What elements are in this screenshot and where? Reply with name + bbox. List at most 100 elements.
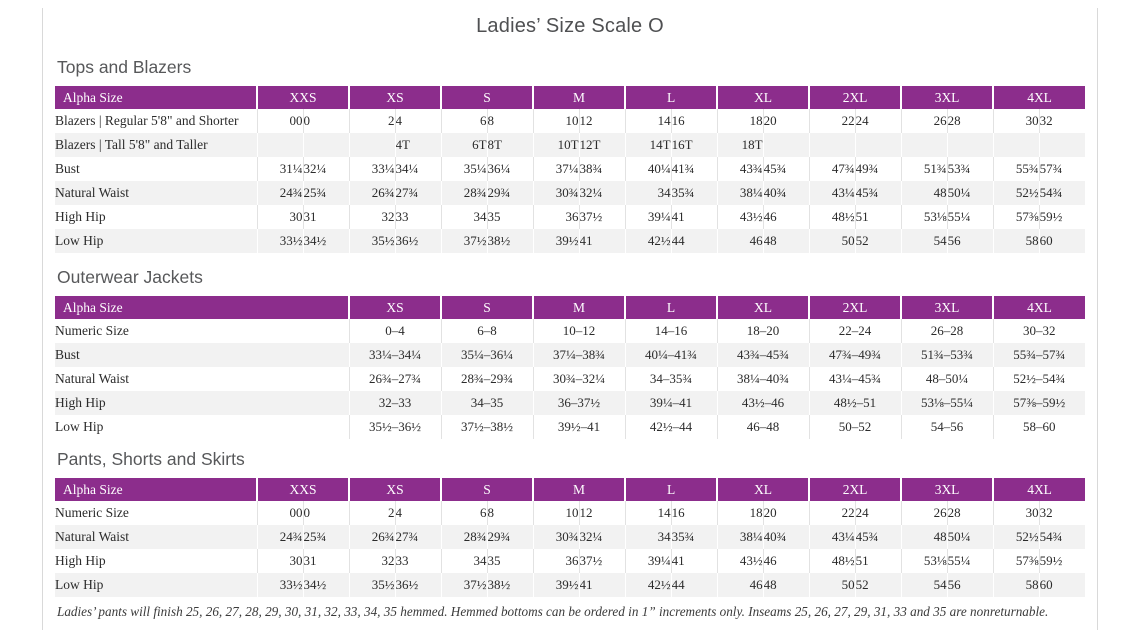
size-cell: 27¾ bbox=[394, 525, 442, 549]
size-header-xxs: XXS bbox=[255, 86, 350, 109]
size-cell: 30 bbox=[992, 501, 1040, 525]
table-row-low-hip: Low Hip 35½–36½ 37½–38½ 39½–41 42½–44 46–48 50… bbox=[55, 415, 1085, 439]
size-header-4xl: 4XL bbox=[992, 86, 1086, 109]
size-cell: 30 bbox=[256, 205, 303, 229]
row-label: Numeric Size bbox=[55, 323, 129, 338]
size-cell: 35½ bbox=[348, 229, 396, 253]
size-cell: 8 bbox=[486, 109, 534, 133]
size-cell: 38¼ bbox=[716, 181, 764, 205]
size-cell: 46 bbox=[716, 229, 764, 253]
size-cell: 26 bbox=[900, 109, 948, 133]
size-cell: 34 bbox=[440, 205, 488, 229]
size-header-m: M bbox=[532, 86, 626, 109]
size-cell: 26¾ bbox=[348, 181, 396, 205]
size-cell: 44 bbox=[670, 229, 718, 253]
size-cell: 47¾ bbox=[808, 157, 856, 181]
size-cell: 48 bbox=[900, 181, 948, 205]
size-cell: 40¼ bbox=[624, 157, 672, 181]
size-cell: 43¼ bbox=[808, 181, 856, 205]
section-heading: Outerwear Jackets bbox=[57, 267, 203, 287]
header-row: Alpha Size XXS XS S M L XL 2XL 3XL 4XL bbox=[55, 86, 1086, 109]
size-cell: 58–60 bbox=[992, 415, 1085, 439]
size-cell: 18 bbox=[716, 109, 764, 133]
size-cell: 57⅜ bbox=[992, 205, 1040, 229]
alpha-size-header: Alpha Size bbox=[55, 478, 257, 501]
size-cell: 32 bbox=[1038, 501, 1086, 525]
size-cell: 33¼–34¼ bbox=[348, 343, 441, 367]
size-cell: 4 bbox=[394, 109, 442, 133]
size-cell: 48½ bbox=[808, 549, 856, 573]
size-cell: 30¾ bbox=[532, 525, 580, 549]
size-cell: 34 bbox=[624, 181, 672, 205]
size-cell bbox=[302, 133, 350, 157]
size-cell: 30 bbox=[992, 109, 1040, 133]
size-cell: 50 bbox=[808, 573, 856, 597]
size-cell: 39½ bbox=[532, 229, 580, 253]
size-cell: 59½ bbox=[1038, 549, 1086, 573]
size-cell: 35 bbox=[486, 549, 534, 573]
table-row-natural-waist: Natural Waist 26¾–27¾ 28¾–29¾ 30¾–32¼ 34–35¾… bbox=[55, 367, 1085, 391]
size-header-3xl: 3XL bbox=[900, 86, 994, 109]
size-cell: 45¾ bbox=[762, 157, 810, 181]
size-cell: 37½ bbox=[440, 573, 488, 597]
size-cell: 30¾ bbox=[532, 181, 580, 205]
size-table-outerwear-jackets: Alpha Size XS S M L XL 2XL 3XL 4XL Numeric Size 0–… bbox=[55, 296, 1085, 439]
size-cell: 51 bbox=[854, 205, 902, 229]
size-cell: 29¾ bbox=[486, 181, 534, 205]
size-cell: 57⅜ bbox=[992, 549, 1040, 573]
size-cell: 32 bbox=[348, 549, 396, 573]
section-outerwear-jackets: Outerwear Jackets Alpha Size XS S M L XL 2XL 3XL… bbox=[55, 267, 1140, 439]
size-cell: 51¾–53¾ bbox=[900, 343, 993, 367]
size-cell: 40¾ bbox=[762, 181, 810, 205]
size-header-xl: XL bbox=[716, 478, 810, 501]
size-cell: 4 bbox=[394, 501, 442, 525]
size-cell: 32¼ bbox=[578, 181, 626, 205]
size-cell: 37¼ bbox=[532, 157, 580, 181]
size-cell: 32 bbox=[348, 205, 396, 229]
size-cell: 10 bbox=[532, 109, 580, 133]
size-cell: 18 bbox=[716, 501, 764, 525]
size-cell: 16T bbox=[670, 133, 718, 157]
size-cell: 42½ bbox=[624, 573, 672, 597]
size-cell: 36½ bbox=[394, 573, 442, 597]
size-cell: 41 bbox=[578, 229, 626, 253]
size-cell: 34–35 bbox=[440, 391, 533, 415]
size-cell: 52½–54¾ bbox=[992, 367, 1085, 391]
size-cell: 32–33 bbox=[348, 391, 441, 415]
size-cell: 46 bbox=[762, 549, 810, 573]
size-cell: 14–16 bbox=[624, 319, 717, 343]
hemming-footnote: Ladies’ pants will finish 25, 26, 27, 28… bbox=[57, 604, 1049, 619]
table-row-bust: Bust 31¼ 32¼ 33¼ 34¼ 35¼ 36¼ 37¼ 38¾ 40¼ 41¾ 43¾ 45¾… bbox=[55, 157, 1086, 181]
size-header-m: M bbox=[532, 296, 625, 319]
size-cell: 30 bbox=[256, 549, 303, 573]
size-cell: 54–56 bbox=[900, 415, 993, 439]
size-cell: 48–50¼ bbox=[900, 367, 993, 391]
size-cell: 48 bbox=[900, 525, 948, 549]
size-cell: 29¾ bbox=[486, 525, 534, 549]
size-cell bbox=[256, 133, 303, 157]
size-cell: 14 bbox=[624, 109, 672, 133]
size-cell bbox=[900, 133, 948, 157]
size-cell: 28 bbox=[946, 109, 994, 133]
size-cell bbox=[946, 133, 994, 157]
size-header-xxs: XXS bbox=[255, 478, 350, 501]
size-header-2xl: 2XL bbox=[808, 296, 901, 319]
size-cell: 36 bbox=[532, 205, 580, 229]
table-row-numeric-size: Numeric Size 0–4 6–8 10–12 14–16 18–20 22–24 26… bbox=[55, 319, 1085, 343]
size-cell: 50 bbox=[808, 229, 856, 253]
size-cell: 43½ bbox=[716, 205, 764, 229]
size-cell: 33¼ bbox=[348, 157, 396, 181]
size-cell: 35¼ bbox=[440, 157, 488, 181]
size-cell: 53⅛–55¼ bbox=[900, 391, 993, 415]
size-cell: 2 bbox=[348, 501, 396, 525]
row-label: Natural Waist bbox=[55, 525, 257, 549]
size-cell: 26 bbox=[900, 501, 948, 525]
size-cell: 34½ bbox=[302, 229, 350, 253]
size-cell: 35¾ bbox=[670, 181, 718, 205]
size-cell bbox=[808, 133, 856, 157]
size-cell: 4T bbox=[394, 133, 442, 157]
size-cell: 58 bbox=[992, 229, 1040, 253]
table-row-high-hip: High Hip 32–33 34–35 36–37½ 39¼–41 43½–46 48½–… bbox=[55, 391, 1085, 415]
row-label: Low Hip bbox=[55, 573, 257, 597]
size-cell: 24 bbox=[854, 109, 902, 133]
